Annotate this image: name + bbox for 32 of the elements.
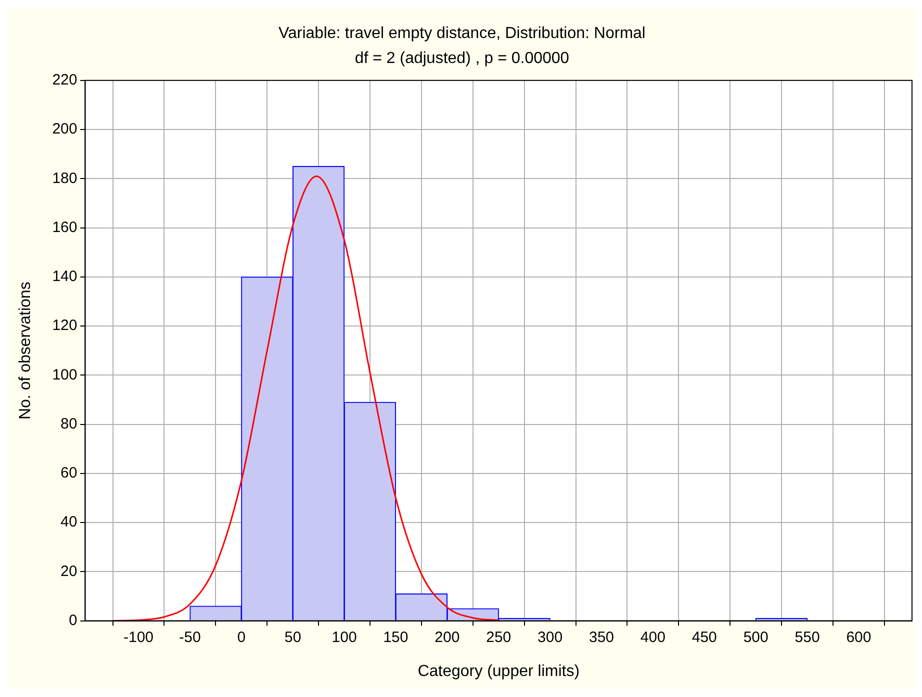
x-tick-label: 150 [383,628,408,646]
y-tick-label: 140 [52,268,78,286]
x-tick-label: 50 [284,628,302,646]
y-tick-label: 220 [52,72,78,89]
x-tick-label: 550 [794,628,820,646]
x-axis-title: Category (upper limits) [418,662,580,680]
x-tick-label: 100 [332,628,357,646]
y-tick-label: 200 [52,120,78,138]
y-tick-label: 160 [52,218,78,236]
y-tick-label: 120 [52,317,78,334]
y-tick-label: 40 [60,514,78,531]
y-tick-label: 180 [52,170,78,187]
x-tick-label: 500 [743,628,768,646]
y-tick-label: 0 [68,612,78,629]
x-tick-label: 300 [538,628,563,646]
y-tick-label: 100 [52,366,78,384]
x-tick-label: -50 [179,628,201,646]
x-tick-label: 250 [486,628,512,646]
x-tick-label: 350 [588,628,614,646]
chart-subtitle: df = 2 (adjusted) , p = 0.00000 [354,50,570,68]
y-tick-label: 60 [60,464,78,482]
x-tick-label: 450 [692,628,717,646]
x-tick-label: 400 [640,628,666,646]
x-tick-label: 600 [846,628,872,646]
chart-title: Variable: travel empty distance, Distribution: Normal [278,25,646,42]
x-tick-label: -100 [123,628,154,646]
y-tick-label: 20 [60,562,78,580]
y-tick-label: 80 [60,415,78,432]
x-tick-label: 200 [434,628,460,646]
y-axis-title: No. of observations [17,282,34,420]
line-series [112,175,500,621]
x-tick-label: 0 [237,628,246,646]
